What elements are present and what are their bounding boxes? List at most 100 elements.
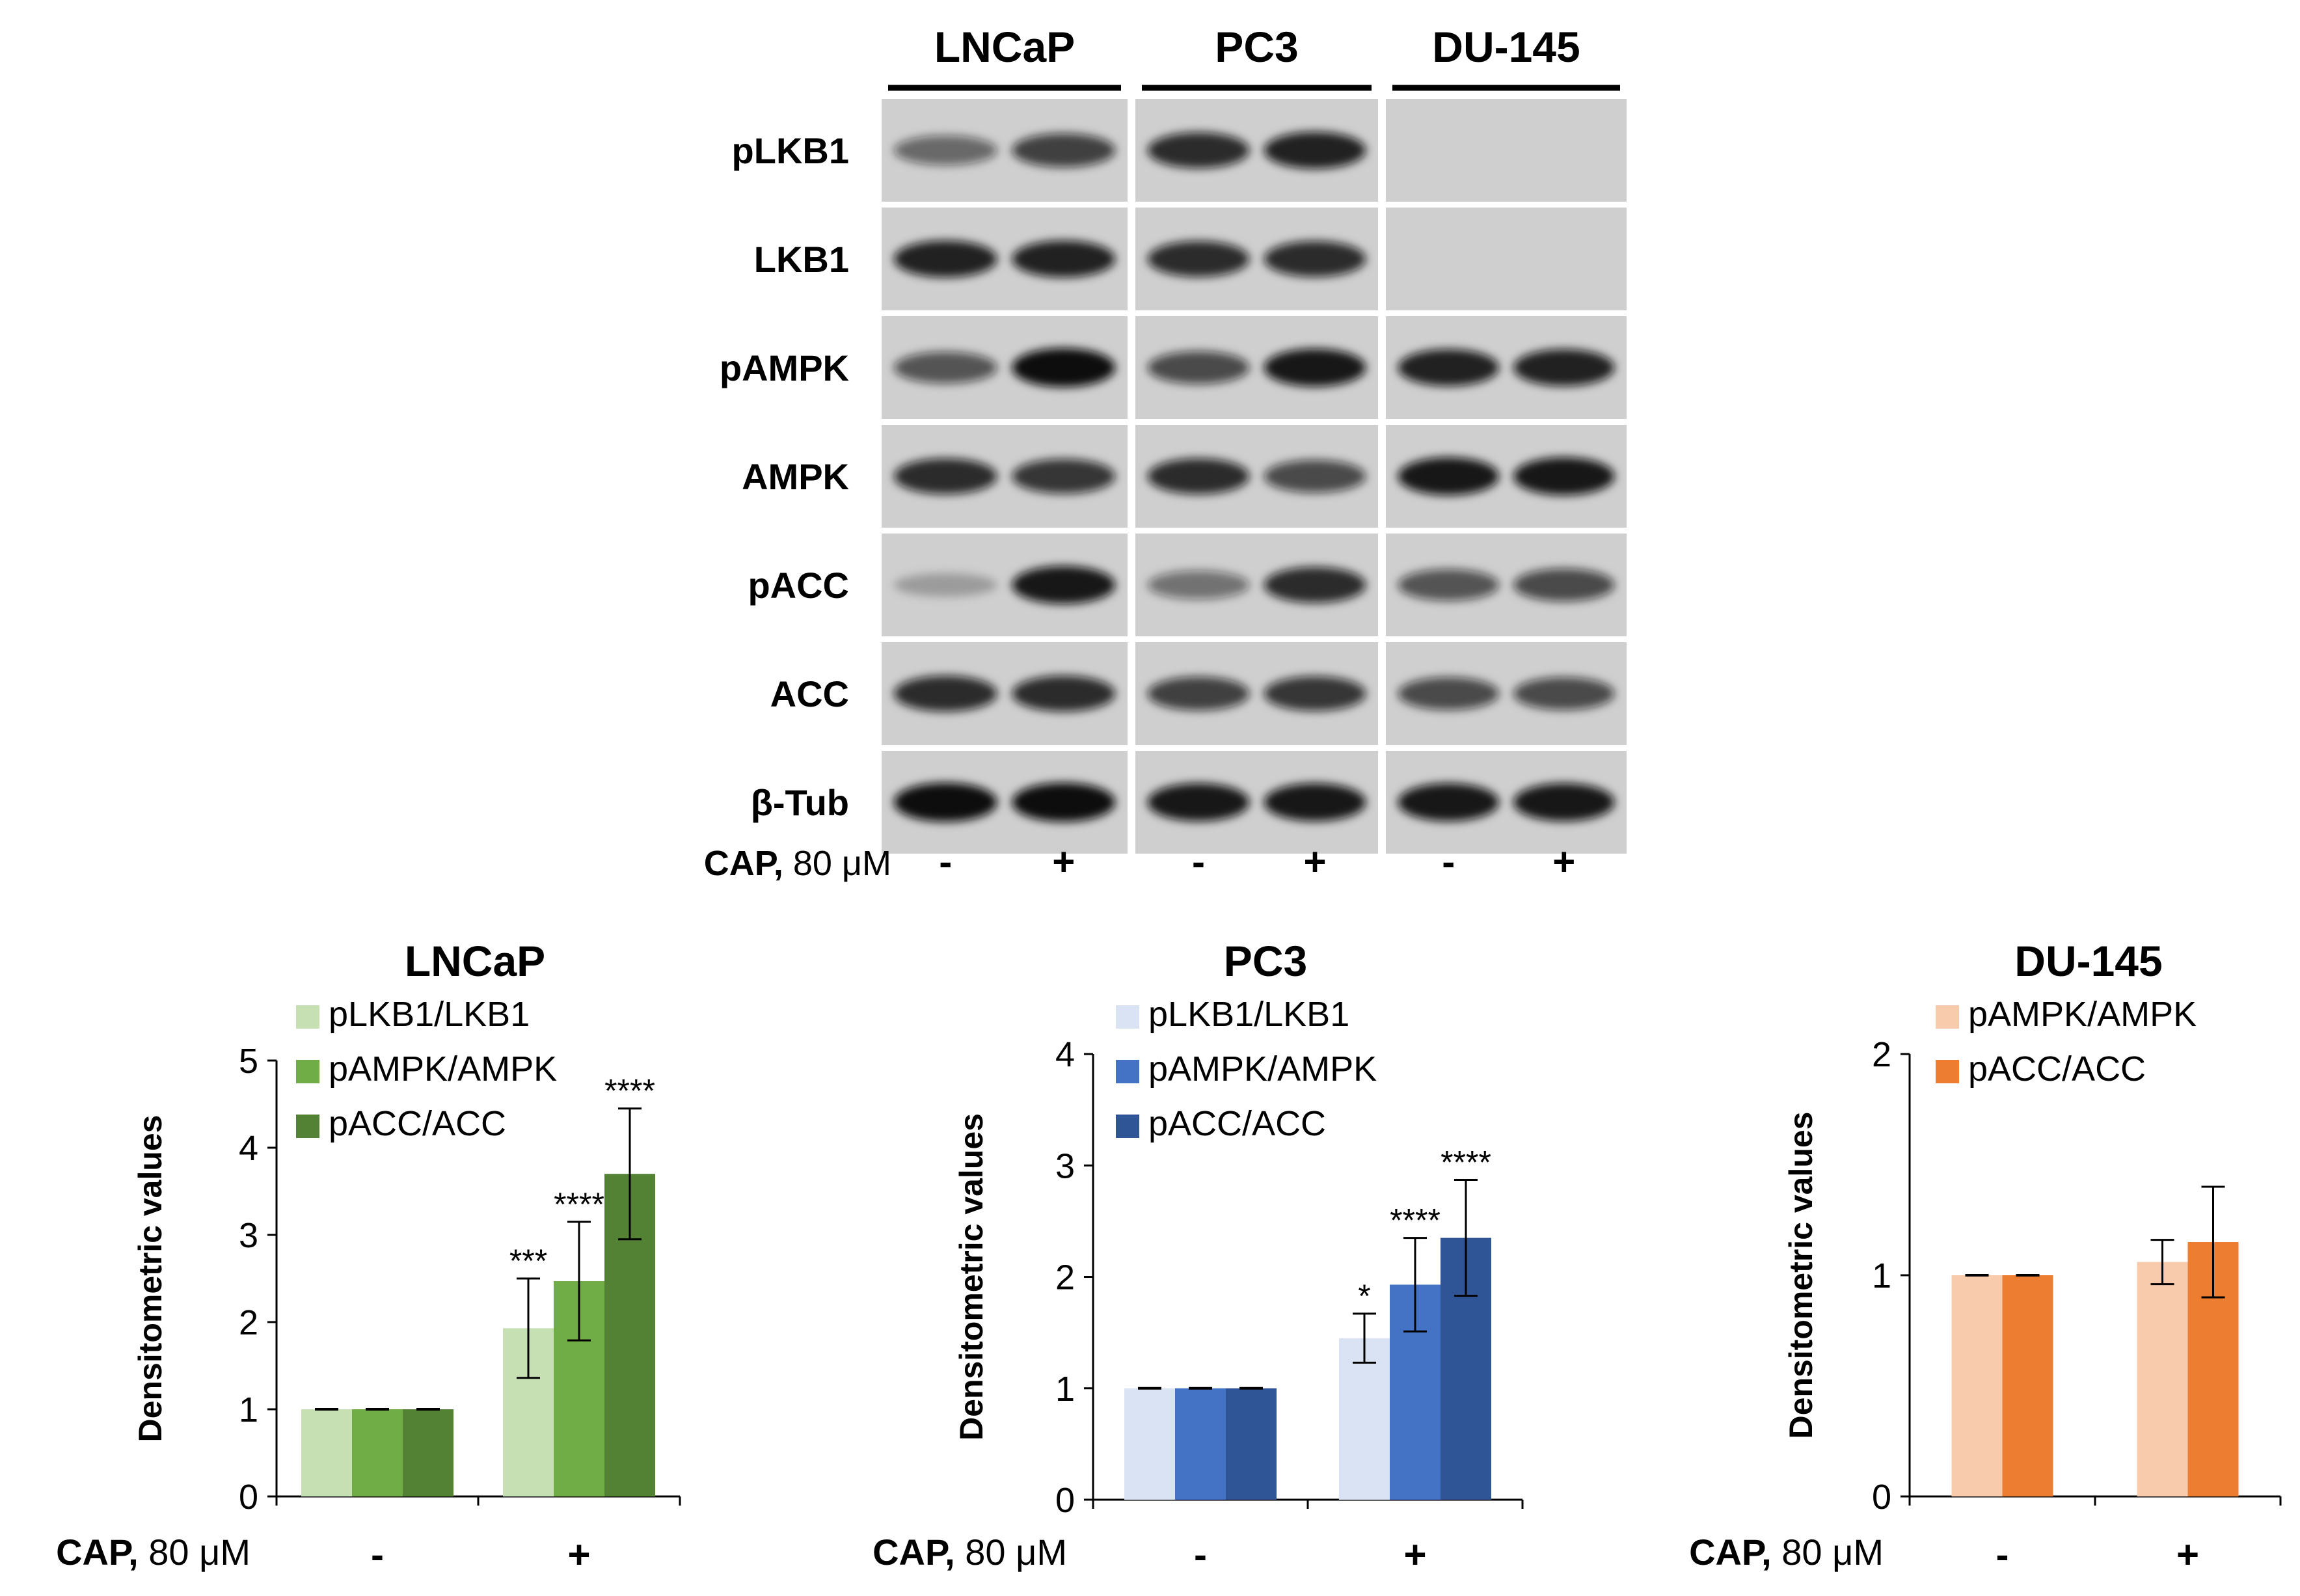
blot-band [1264,348,1366,387]
legend-label: pAMPK/AMPK [1968,995,2197,1034]
x-tick-label: - [1996,1533,2009,1576]
blot-strip [1386,99,1627,202]
blot-band [1513,349,1615,386]
blot-lane-sign: + [1052,840,1075,884]
blot-header-1: PC3 [1215,23,1298,71]
x-tick-label: - [371,1533,384,1576]
blot-band [893,458,997,494]
blot-row-label: β-Tub [751,782,849,823]
blot-band [1398,569,1499,601]
bar [1124,1388,1175,1500]
y-tick-label: 0 [1055,1481,1075,1520]
legend-label: pACC/ACC [1968,1049,2146,1089]
y-tick-label: 4 [1055,1035,1075,1074]
significance-label: **** [1390,1202,1441,1239]
blot-row-label: pACC [748,565,849,606]
blot-band [1147,458,1250,494]
blot-band [1264,567,1366,603]
blot-band [1264,676,1366,711]
y-tick-label: 3 [239,1216,258,1255]
x-tick-label: - [1194,1533,1207,1576]
legend-swatch [1116,1060,1139,1083]
y-tick-label: 1 [239,1390,258,1429]
blot-band [1147,351,1250,385]
blot-band [1264,459,1366,493]
legend-swatch [1116,1115,1139,1138]
blot-row-labels: pLKB1 LKB1 pAMPK AMPK pACC ACC β-Tub [720,130,849,823]
x-tick-label: + [1403,1533,1426,1576]
legend-label: pAMPK/AMPK [1148,1049,1377,1089]
bar [1175,1388,1226,1500]
y-tick-label: 1 [1872,1256,1891,1295]
y-tick-label: 4 [239,1129,258,1168]
y-axis-label: Densitometric values [1783,1112,1819,1439]
blot-lane-sign: - [939,840,952,884]
blot-header-0: LNCaP [934,23,1075,71]
bar [2137,1262,2188,1496]
blot-treatment-row: CAP, 80 μM - + - + - + [704,840,1576,884]
legend-label: pACC/ACC [1148,1104,1326,1143]
blot-lane-sign: + [1303,840,1326,884]
significance-label: * [1358,1278,1370,1314]
y-tick-label: 5 [239,1042,258,1081]
blot-band [1012,348,1116,387]
y-axis-label: Densitometric values [132,1115,169,1442]
bar [1951,1275,2003,1496]
bar [1339,1338,1390,1500]
blot-row-label: pAMPK [720,347,849,388]
significance-label: **** [554,1186,604,1223]
blot-band [893,783,997,822]
chart-title: DU-145 [2014,937,2162,985]
legend-swatch [1116,1005,1139,1029]
bar [1226,1388,1277,1500]
y-tick-label: 0 [239,1478,258,1517]
blot-header-2: DU-145 [1432,23,1580,71]
blot-band [1513,457,1615,496]
blot-band [1513,677,1615,710]
x-axis-label: CAP, 80 μM [873,1532,1067,1573]
significance-label: *** [509,1243,547,1279]
blot-band [893,573,997,597]
blot-band [1264,131,1366,169]
chart-title: LNCaP [405,937,545,985]
blot-lane-sign: + [1552,840,1575,884]
x-axis-label: CAP, 80 μM [56,1532,250,1573]
y-axis-label: Densitometric values [953,1113,990,1440]
blot-band [1147,571,1250,599]
blot-treatment-label: CAP, 80 μM [704,844,891,883]
y-tick-label: 2 [1872,1035,1891,1074]
blot-row-label: pLKB1 [732,130,849,171]
y-tick-label: 0 [1872,1478,1891,1517]
y-tick-label: 2 [1055,1258,1075,1297]
blot-band [1398,349,1499,386]
blot-band [1012,459,1116,494]
legend-swatch [296,1115,319,1138]
blot-band [1264,783,1366,822]
blot-band [893,351,997,384]
blot-cell-line-headers: LNCaP PC3 DU-145 [888,23,1620,91]
legend-label: pACC/ACC [329,1104,506,1143]
x-tick-label: + [567,1533,590,1576]
blot-band [1012,133,1116,167]
significance-label: **** [1441,1144,1491,1181]
blot-row-label: LKB1 [754,239,849,280]
legend-swatch [296,1005,319,1029]
bar [352,1409,403,1496]
blot-band [1398,457,1499,496]
blot-band [1513,783,1615,822]
bar [2002,1275,2053,1496]
y-tick-label: 2 [239,1303,258,1342]
blot-band [1012,565,1116,604]
x-tick-label: + [2176,1533,2199,1576]
blot-band [1012,675,1116,712]
blot-lanes [882,99,1627,854]
blot-band [893,675,997,712]
legend-label: pLKB1/LKB1 [1148,995,1349,1034]
blot-band [1398,783,1499,822]
blot-band [1513,568,1615,602]
blot-band [1147,132,1250,169]
blot-band [1147,783,1250,822]
